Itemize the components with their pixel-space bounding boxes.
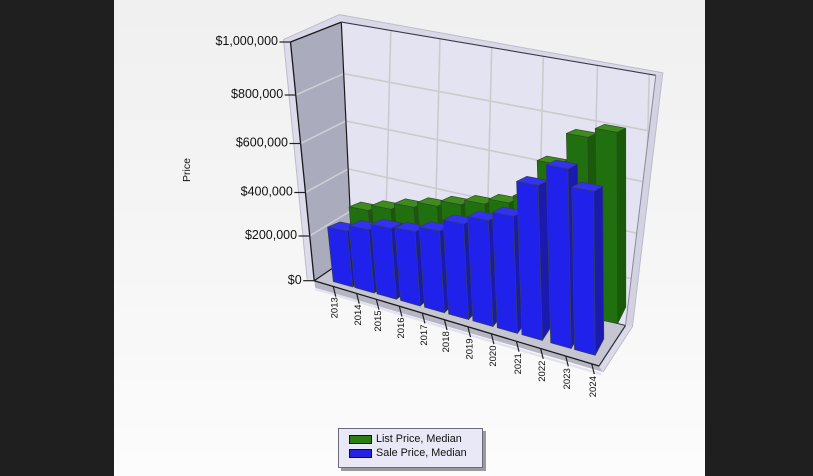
svg-text:2020: 2020 [488, 346, 499, 367]
svg-text:2017: 2017 [419, 325, 430, 346]
svg-text:2018: 2018 [441, 331, 452, 352]
svg-text:2019: 2019 [464, 338, 475, 359]
svg-text:Price: Price [181, 158, 193, 182]
svg-text:$0: $0 [288, 273, 302, 287]
svg-text:2013: 2013 [330, 297, 341, 318]
svg-text:$1,000,000: $1,000,000 [215, 34, 278, 48]
svg-text:2021: 2021 [513, 353, 524, 374]
svg-text:2024: 2024 [588, 376, 599, 397]
svg-text:$800,000: $800,000 [231, 87, 283, 101]
svg-text:$600,000: $600,000 [236, 136, 288, 150]
svg-text:2014: 2014 [353, 304, 364, 325]
svg-text:$400,000: $400,000 [241, 185, 293, 199]
svg-text:2022: 2022 [537, 361, 548, 382]
svg-text:2016: 2016 [396, 317, 407, 338]
svg-text:2023: 2023 [562, 368, 573, 389]
svg-text:2015: 2015 [373, 310, 384, 331]
svg-text:$200,000: $200,000 [245, 228, 297, 242]
